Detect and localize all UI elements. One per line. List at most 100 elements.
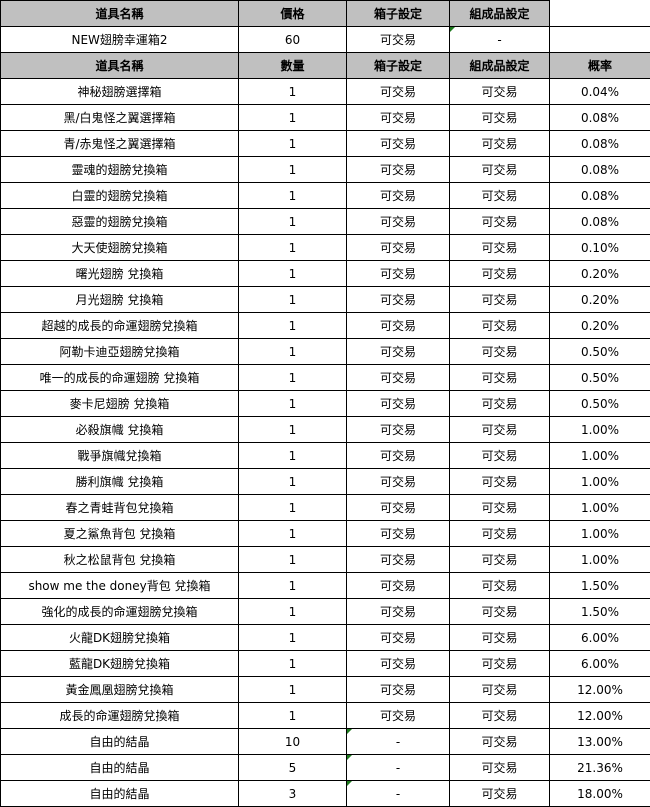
table-row: 白靈的翅膀兌換箱 1 可交易 可交易 0.08% — [0, 182, 650, 209]
item-qty: 1 — [238, 286, 347, 313]
item-name: 月光翅膀 兌換箱 — [0, 286, 239, 313]
item-qty: 1 — [238, 572, 347, 599]
item-name: 黑/白鬼怪之翼選擇箱 — [0, 104, 239, 131]
item-set-setting: 可交易 — [449, 78, 550, 105]
table-row: 麥卡尼翅膀 兌換箱 1 可交易 可交易 0.50% — [0, 390, 650, 417]
header-rate: 概率 — [549, 52, 650, 79]
item-rate: 0.20% — [549, 260, 650, 287]
item-qty: 1 — [238, 182, 347, 209]
item-set-setting: 可交易 — [449, 130, 550, 157]
item-box-setting: 可交易 — [346, 78, 450, 105]
header-item-name: 道具名稱 — [0, 0, 239, 27]
table-row: 神秘翅膀選擇箱 1 可交易 可交易 0.04% — [0, 78, 650, 105]
item-qty: 1 — [238, 260, 347, 287]
item-name: 勝利旗幟 兌換箱 — [0, 468, 239, 495]
item-rate: 0.50% — [549, 390, 650, 417]
item-name: 成長的命運翅膀兌換箱 — [0, 702, 239, 729]
item-rate: 1.00% — [549, 442, 650, 469]
item-rate: 0.10% — [549, 234, 650, 261]
item-qty: 1 — [238, 390, 347, 417]
item-set-setting: 可交易 — [449, 780, 550, 807]
item-qty: 3 — [238, 780, 347, 807]
header-qty: 數量 — [238, 52, 347, 79]
box-header-row: 道具名稱 價格 箱子設定 組成品設定 — [0, 0, 650, 27]
item-box-setting: 可交易 — [346, 702, 450, 729]
item-rate: 0.50% — [549, 364, 650, 391]
item-name: 白靈的翅膀兌換箱 — [0, 182, 239, 209]
item-rate: 0.04% — [549, 78, 650, 105]
item-box-setting: 可交易 — [346, 390, 450, 417]
table-row: 勝利旗幟 兌換箱 1 可交易 可交易 1.00% — [0, 468, 650, 495]
item-qty: 1 — [238, 416, 347, 443]
item-set-setting: 可交易 — [449, 312, 550, 339]
item-name: 秋之松鼠背包 兌換箱 — [0, 546, 239, 573]
table-row: 強化的成長的命運翅膀兌換箱 1 可交易 可交易 1.50% — [0, 598, 650, 625]
item-rate: 1.00% — [549, 416, 650, 443]
item-box-setting: 可交易 — [346, 208, 450, 235]
item-box-setting: 可交易 — [346, 182, 450, 209]
item-box-setting: - — [346, 728, 450, 755]
table-row: 黑/白鬼怪之翼選擇箱 1 可交易 可交易 0.08% — [0, 104, 650, 131]
item-set-setting: 可交易 — [449, 442, 550, 469]
table-row: 火龍DK翅膀兌換箱 1 可交易 可交易 6.00% — [0, 624, 650, 651]
item-box-setting: 可交易 — [346, 572, 450, 599]
box-name: NEW翅膀幸運箱2 — [0, 26, 239, 53]
item-set-setting: 可交易 — [449, 104, 550, 131]
item-set-setting: 可交易 — [449, 234, 550, 261]
item-qty: 5 — [238, 754, 347, 781]
item-qty: 1 — [238, 364, 347, 391]
item-qty: 1 — [238, 312, 347, 339]
box-price: 60 — [238, 26, 347, 53]
item-rate: 1.00% — [549, 546, 650, 573]
item-rate: 12.00% — [549, 676, 650, 703]
table-row: 秋之松鼠背包 兌換箱 1 可交易 可交易 1.00% — [0, 546, 650, 573]
item-qty: 1 — [238, 468, 347, 495]
table-row: 自由的結晶 10- 可交易 13.00% — [0, 728, 650, 755]
table-row: 自由的結晶 3- 可交易 18.00% — [0, 780, 650, 807]
item-box-setting: 可交易 — [346, 624, 450, 651]
item-qty: 1 — [238, 650, 347, 677]
item-qty: 1 — [238, 442, 347, 469]
item-name: 火龍DK翅膀兌換箱 — [0, 624, 239, 651]
item-rate: 1.00% — [549, 468, 650, 495]
item-rate: 21.36% — [549, 754, 650, 781]
item-set-setting: 可交易 — [449, 650, 550, 677]
table-row: 黃金鳳凰翅膀兌換箱 1 可交易 可交易 12.00% — [0, 676, 650, 703]
item-qty: 1 — [238, 702, 347, 729]
item-rate: 0.08% — [549, 130, 650, 157]
item-box-setting: 可交易 — [346, 312, 450, 339]
item-set-setting: 可交易 — [449, 416, 550, 443]
item-set-setting: 可交易 — [449, 364, 550, 391]
table-row: 月光翅膀 兌換箱 1 可交易 可交易 0.20% — [0, 286, 650, 313]
item-rate: 6.00% — [549, 624, 650, 651]
item-qty: 1 — [238, 494, 347, 521]
item-box-setting: - — [346, 780, 450, 807]
item-set-setting: 可交易 — [449, 286, 550, 313]
header-set-setting: 組成品設定 — [449, 0, 550, 27]
item-set-setting: 可交易 — [449, 624, 550, 651]
item-set-setting: 可交易 — [449, 390, 550, 417]
item-name: 夏之鯊魚背包 兌換箱 — [0, 520, 239, 547]
item-name: 強化的成長的命運翅膀兌換箱 — [0, 598, 239, 625]
item-name: 自由的結晶 — [0, 754, 239, 781]
item-name: show me the doney背包 兌換箱 — [0, 572, 239, 599]
table-row: 曙光翅膀 兌換箱 1 可交易 可交易 0.20% — [0, 260, 650, 287]
item-box-setting: 可交易 — [346, 468, 450, 495]
item-rate: 0.08% — [549, 104, 650, 131]
empty-cell — [549, 0, 650, 27]
box-set-setting: - — [449, 26, 550, 53]
table-row: 青/赤鬼怪之翼選擇箱 1 可交易 可交易 0.08% — [0, 130, 650, 157]
table-row: 藍龍DK翅膀兌換箱 1 可交易 可交易 6.00% — [0, 650, 650, 677]
item-set-setting: 可交易 — [449, 338, 550, 365]
item-box-setting: 可交易 — [346, 442, 450, 469]
item-box-setting: 可交易 — [346, 286, 450, 313]
header-price: 價格 — [238, 0, 347, 27]
item-qty: 10 — [238, 728, 347, 755]
table-row: 春之青蛙背包兌換箱 1 可交易 可交易 1.00% — [0, 494, 650, 521]
item-name: 自由的結晶 — [0, 780, 239, 807]
box-row: NEW翅膀幸運箱2 60 可交易 - — [0, 26, 650, 53]
empty-cell — [549, 26, 650, 53]
item-name: 曙光翅膀 兌換箱 — [0, 260, 239, 287]
item-set-setting: 可交易 — [449, 208, 550, 235]
